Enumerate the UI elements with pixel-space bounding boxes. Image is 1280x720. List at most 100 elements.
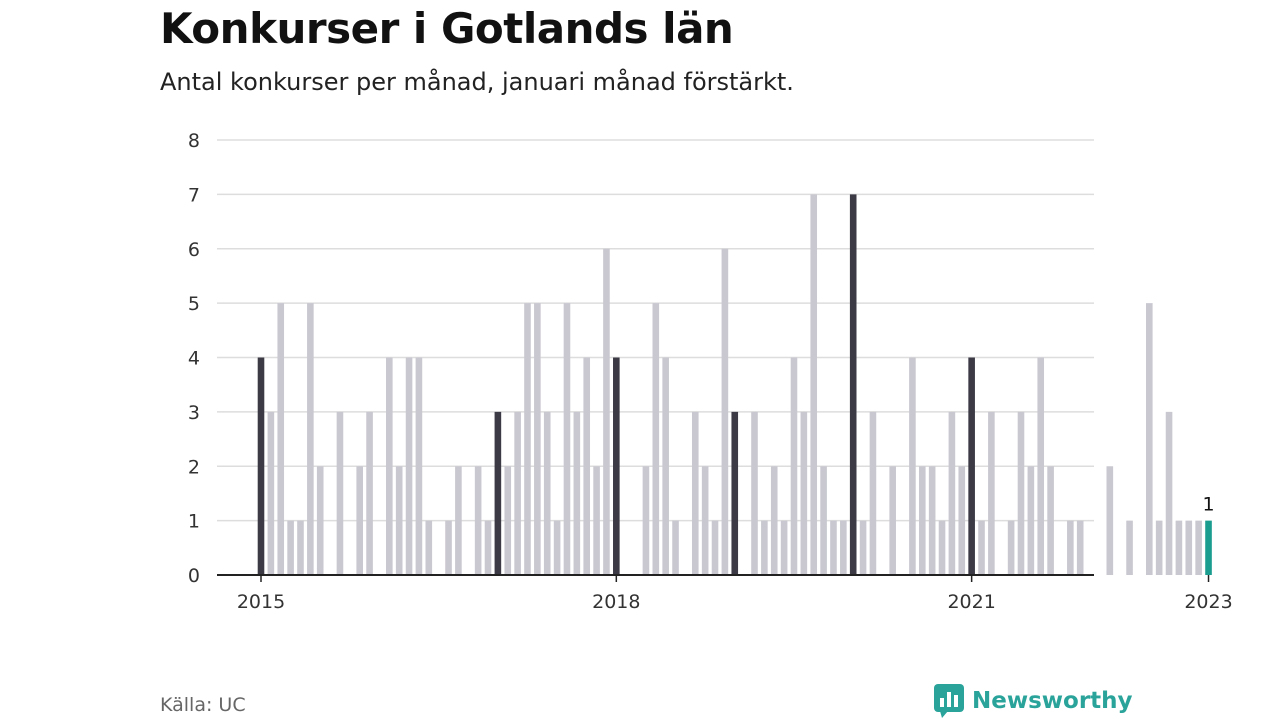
bar (928, 466, 936, 575)
bar (1175, 520, 1183, 575)
bar-january (849, 194, 857, 575)
bar (978, 520, 985, 575)
bar (790, 357, 798, 575)
bar (405, 357, 413, 575)
chart-subtitle: Antal konkurser per månad, januari månad… (160, 68, 794, 96)
bar (652, 303, 660, 575)
bar (1007, 520, 1015, 575)
y-tick-label: 8 (188, 130, 200, 152)
bar (543, 411, 551, 575)
bar (1195, 520, 1202, 575)
bar (425, 520, 433, 575)
bar-january (613, 357, 620, 575)
bar-january (731, 411, 739, 575)
brand-logo: Newsworthy (934, 684, 1133, 718)
bar (820, 466, 827, 575)
bar (583, 357, 591, 575)
y-tick-label: 5 (188, 293, 200, 315)
bar-january (968, 357, 975, 575)
bar (780, 520, 788, 575)
bar (356, 466, 363, 575)
x-tick-label: 2021 (947, 591, 995, 613)
bar (287, 520, 294, 575)
bar (1017, 411, 1025, 575)
bar (563, 303, 571, 575)
bar (504, 466, 512, 575)
bar (1037, 357, 1045, 575)
bars (257, 194, 1212, 575)
bar (1185, 520, 1193, 575)
bar (859, 520, 867, 575)
bar (1067, 520, 1074, 575)
bar (386, 357, 393, 575)
y-tick-label: 0 (188, 565, 200, 587)
y-tick-label: 6 (188, 239, 200, 261)
bar (701, 466, 709, 575)
bar (1146, 303, 1153, 575)
bar (988, 411, 995, 575)
bar (1076, 520, 1084, 575)
bar (297, 520, 304, 575)
bar (948, 411, 956, 575)
bar (751, 411, 758, 575)
bar (958, 466, 966, 575)
bar (1165, 411, 1173, 575)
bar (889, 466, 896, 575)
bar (938, 520, 946, 575)
bar (810, 194, 818, 575)
bar (277, 303, 285, 575)
bar (909, 357, 916, 575)
x-tick-label: 2023 (1184, 591, 1232, 613)
bar (316, 466, 324, 575)
y-tick-label: 4 (188, 348, 200, 370)
bar (474, 466, 482, 575)
bar (869, 411, 877, 575)
bar-january (257, 357, 265, 575)
data-labels: 1 (1202, 494, 1214, 516)
bar (662, 357, 669, 575)
y-tick-label: 3 (188, 402, 200, 424)
bar (800, 411, 808, 575)
bar (672, 520, 679, 575)
bar (593, 466, 600, 575)
bar (366, 411, 373, 575)
bar (514, 411, 521, 575)
x-axis-ticks: 2015 2018 2021 2023 (237, 575, 1233, 613)
bar (691, 411, 699, 575)
bar (1126, 520, 1133, 575)
bar (307, 303, 314, 575)
bar (1027, 466, 1035, 575)
bar (484, 520, 492, 575)
bar (553, 520, 561, 575)
bar (840, 520, 847, 575)
bar (524, 303, 531, 575)
bar (395, 466, 403, 575)
bar (1155, 520, 1163, 575)
bar (721, 248, 729, 575)
bar (642, 466, 650, 575)
bar (336, 411, 344, 575)
y-tick-label: 1 (188, 511, 200, 533)
bar (445, 520, 452, 575)
bar (1106, 466, 1114, 575)
y-axis-ticks: 0 1 2 3 4 5 6 7 8 (188, 130, 200, 587)
bar (415, 357, 423, 575)
bar (830, 520, 837, 575)
bar (770, 466, 778, 575)
newsworthy-logo-icon (934, 684, 964, 718)
y-tick-label: 2 (188, 456, 200, 478)
latest-value-label: 1 (1202, 494, 1214, 516)
chart-title: Konkurser i Gotlands län (160, 4, 734, 53)
bar (455, 466, 462, 575)
x-tick-label: 2015 (237, 591, 285, 613)
y-tick-label: 7 (188, 184, 200, 206)
bar (267, 411, 275, 575)
bar (761, 520, 768, 575)
bar-january (494, 411, 502, 575)
bar (603, 248, 610, 575)
bar (1047, 466, 1054, 575)
source-note: Källa: UC (160, 694, 246, 716)
bar (534, 303, 541, 575)
bar-latest (1205, 520, 1212, 575)
